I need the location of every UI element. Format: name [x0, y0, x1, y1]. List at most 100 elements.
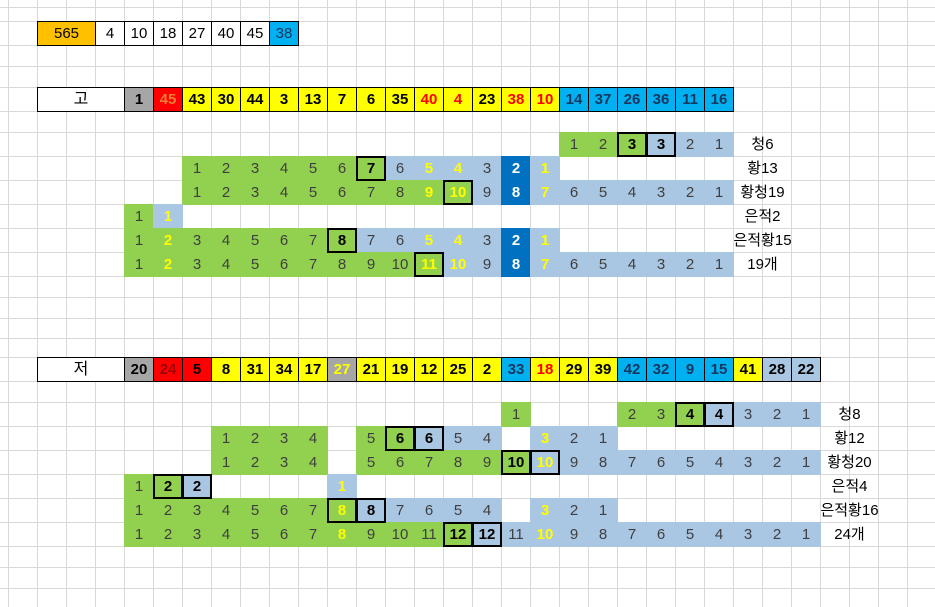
cell-eunjeokhwang16-c18[interactable]: 3: [530, 498, 560, 523]
cell-eunjeokhwang16-c15[interactable]: 5: [443, 498, 473, 523]
cell-strip-c8[interactable]: 45: [240, 21, 270, 46]
cell-jeo-c14[interactable]: 12: [414, 357, 444, 382]
cell-hwang13-c13[interactable]: 6: [385, 156, 415, 181]
cell-eunjeokhwang15-c10[interactable]: 7: [298, 228, 328, 253]
cell-hwangcheong20-c8[interactable]: 2: [240, 450, 270, 475]
row-label-cheong8[interactable]: 청8: [838, 406, 861, 423]
cell-eunjeokhwang15-c11[interactable]: 8: [327, 228, 357, 253]
cell-eunjeokhwang16-c11[interactable]: 8: [327, 498, 357, 523]
cell-total24-c20[interactable]: 8: [588, 522, 618, 547]
cell-total24-c4[interactable]: 1: [124, 522, 154, 547]
cell-strip-c1[interactable]: 565: [37, 21, 96, 46]
cell-cheong6-c19[interactable]: 1: [559, 132, 589, 157]
row-label-eunjeok2[interactable]: 은적2: [744, 208, 781, 225]
cell-total24-c7[interactable]: 4: [211, 522, 241, 547]
cell-hwangcheong19-c10[interactable]: 5: [298, 180, 328, 205]
cell-go-c23[interactable]: 11: [675, 87, 705, 112]
cell-eunjeokhwang15-c15[interactable]: 4: [443, 228, 473, 253]
cell-eunjeokhwang15-c5[interactable]: 2: [153, 228, 183, 253]
cell-total19-c5[interactable]: 2: [153, 252, 183, 277]
cell-cheong8-c22[interactable]: 3: [646, 402, 676, 427]
cell-total24-c24[interactable]: 4: [704, 522, 734, 547]
cell-hwang12-c18[interactable]: 3: [530, 426, 560, 451]
cell-go-c6[interactable]: 43: [182, 87, 212, 112]
cell-cheong6-c22[interactable]: 3: [646, 132, 676, 157]
cell-hwang12-c19[interactable]: 2: [559, 426, 589, 451]
cell-hwang13-c17[interactable]: 2: [501, 156, 531, 181]
cell-strip-c9[interactable]: 38: [269, 21, 299, 46]
cell-cheong6-c24[interactable]: 1: [704, 132, 734, 157]
cell-hwangcheong19-c22[interactable]: 3: [646, 180, 676, 205]
cell-cheong8-c25[interactable]: 3: [733, 402, 763, 427]
cell-total24-c10[interactable]: 7: [298, 522, 328, 547]
cell-cheong8-c26[interactable]: 2: [762, 402, 792, 427]
cell-hwangcheong19-c20[interactable]: 5: [588, 180, 618, 205]
cell-total19-c16[interactable]: 9: [472, 252, 502, 277]
cell-hwang13-c7[interactable]: 2: [211, 156, 241, 181]
cell-hwang13-c8[interactable]: 3: [240, 156, 270, 181]
cell-hwang13-c11[interactable]: 6: [327, 156, 357, 181]
cell-eunjeokhwang16-c12[interactable]: 8: [356, 498, 386, 523]
cell-hwangcheong19-c21[interactable]: 4: [617, 180, 647, 205]
cell-jeo-c9[interactable]: 34: [269, 357, 299, 382]
cell-jeo-c19[interactable]: 29: [559, 357, 589, 382]
cell-eunjeokhwang16-c16[interactable]: 4: [472, 498, 502, 523]
cell-hwangcheong19-c24[interactable]: 1: [704, 180, 734, 205]
cell-total24-c26[interactable]: 2: [762, 522, 792, 547]
cell-total24-c25[interactable]: 3: [733, 522, 763, 547]
cell-total19-c20[interactable]: 5: [588, 252, 618, 277]
cell-eunjeokhwang15-c4[interactable]: 1: [124, 228, 154, 253]
cell-jeo-c17[interactable]: 33: [501, 357, 531, 382]
cell-strip-c4[interactable]: 10: [124, 21, 154, 46]
cell-eunjeokhwang15-c6[interactable]: 3: [182, 228, 212, 253]
row-label-eunjeokhwang15[interactable]: 은적황15: [733, 232, 792, 249]
cell-hwangcheong20-c12[interactable]: 5: [356, 450, 386, 475]
cell-hwang13-c12[interactable]: 7: [356, 156, 386, 181]
cell-total19-c10[interactable]: 7: [298, 252, 328, 277]
cell-total24-c14[interactable]: 11: [414, 522, 444, 547]
cell-eunjeokhwang16-c6[interactable]: 3: [182, 498, 212, 523]
cell-eunjeokhwang15-c12[interactable]: 7: [356, 228, 386, 253]
cell-hwangcheong20-c18[interactable]: 10: [530, 450, 560, 475]
cell-hwangcheong19-c11[interactable]: 6: [327, 180, 357, 205]
cell-jeo-c20[interactable]: 39: [588, 357, 618, 382]
cell-hwang12-c10[interactable]: 4: [298, 426, 328, 451]
cell-jeo-c7[interactable]: 8: [211, 357, 241, 382]
cell-jeo-c10[interactable]: 17: [298, 357, 328, 382]
cell-total24-c17[interactable]: 11: [501, 522, 531, 547]
cell-eunjeokhwang16-c5[interactable]: 2: [153, 498, 183, 523]
cell-hwangcheong19-c23[interactable]: 2: [675, 180, 705, 205]
cell-go-c16[interactable]: 23: [472, 87, 502, 112]
cell-total19-c24[interactable]: 1: [704, 252, 734, 277]
cell-hwangcheong19-c13[interactable]: 8: [385, 180, 415, 205]
cell-eunjeokhwang15-c7[interactable]: 4: [211, 228, 241, 253]
cell-hwangcheong20-c20[interactable]: 8: [588, 450, 618, 475]
cell-hwangcheong20-c19[interactable]: 9: [559, 450, 589, 475]
cell-eunjeok4-c6[interactable]: 2: [182, 474, 212, 499]
cell-hwangcheong20-c15[interactable]: 8: [443, 450, 473, 475]
cell-eunjeokhwang15-c16[interactable]: 3: [472, 228, 502, 253]
cell-hwang13-c9[interactable]: 4: [269, 156, 299, 181]
cell-eunjeok2-c4[interactable]: 1: [124, 204, 154, 229]
cell-hwangcheong19-c17[interactable]: 8: [501, 180, 531, 205]
cell-strip-c6[interactable]: 27: [182, 21, 212, 46]
cell-go-c21[interactable]: 26: [617, 87, 647, 112]
row-header-jeo[interactable]: 저: [37, 357, 125, 382]
cell-hwangcheong20-c25[interactable]: 3: [733, 450, 763, 475]
cell-total24-c13[interactable]: 10: [385, 522, 415, 547]
cell-hwangcheong19-c18[interactable]: 7: [530, 180, 560, 205]
cell-jeo-c15[interactable]: 25: [443, 357, 473, 382]
cell-eunjeokhwang16-c20[interactable]: 1: [588, 498, 618, 523]
cell-jeo-c25[interactable]: 41: [733, 357, 763, 382]
cell-go-c22[interactable]: 36: [646, 87, 676, 112]
cell-jeo-c22[interactable]: 32: [646, 357, 676, 382]
cell-hwangcheong20-c24[interactable]: 4: [704, 450, 734, 475]
cell-total19-c6[interactable]: 3: [182, 252, 212, 277]
cell-hwang13-c15[interactable]: 4: [443, 156, 473, 181]
cell-strip-c3[interactable]: 4: [95, 21, 125, 46]
cell-total19-c13[interactable]: 10: [385, 252, 415, 277]
cell-total24-c8[interactable]: 5: [240, 522, 270, 547]
cell-jeo-c26[interactable]: 28: [762, 357, 792, 382]
cell-go-c24[interactable]: 16: [704, 87, 734, 112]
cell-hwangcheong20-c14[interactable]: 7: [414, 450, 444, 475]
